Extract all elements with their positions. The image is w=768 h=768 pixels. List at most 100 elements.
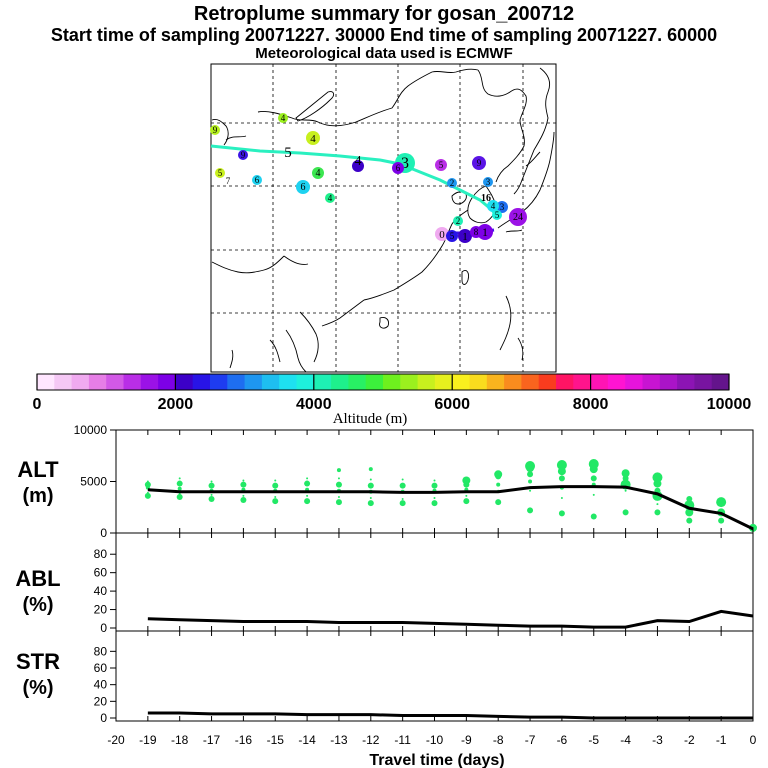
marker-dot — [278, 113, 288, 123]
alt-point — [525, 461, 536, 472]
marker: 9 — [472, 156, 486, 170]
marker: 8 — [470, 226, 482, 238]
alt-point — [528, 479, 533, 484]
alt-mean-line — [147, 485, 754, 531]
x-tick-label: -1 — [716, 733, 727, 747]
abl-tick-label: 60 — [94, 566, 108, 580]
colorbar-swatch — [504, 374, 522, 390]
marker: 5 — [492, 210, 502, 220]
alt-point — [399, 482, 406, 489]
x-tick-label: -5 — [588, 733, 599, 747]
marker: 3 — [496, 201, 508, 213]
str-frame — [115, 630, 754, 722]
alt-point — [208, 482, 215, 489]
abl-line — [147, 609, 754, 629]
marker: 5 — [215, 168, 225, 178]
x-tick-label: -11 — [394, 733, 411, 747]
marker-dot — [447, 178, 457, 188]
colorbar-swatch — [711, 374, 730, 390]
alt-point — [242, 479, 245, 482]
marker-label: 4 — [281, 113, 286, 123]
marker-dot — [492, 210, 502, 220]
marker: 4 — [352, 154, 364, 172]
x-tick-label: -16 — [235, 733, 253, 747]
marker-label: 9 — [241, 150, 246, 160]
marker: 0 — [435, 227, 449, 241]
marker-label: 2 — [450, 178, 455, 188]
x-tick-label: -17 — [203, 733, 221, 747]
marker-dot — [477, 224, 493, 240]
alt-point — [337, 477, 340, 480]
colorbar-tick-label: 8000 — [573, 396, 609, 413]
colorbar-swatch — [158, 374, 176, 390]
marker-label: 6 — [255, 175, 260, 185]
marker-dot — [487, 200, 499, 212]
abl-tick-label: 0 — [100, 621, 107, 635]
colorbar-swatch — [279, 374, 297, 390]
colorbar-swatch — [261, 374, 280, 390]
colorbar: 0 2000 4000 6000 8000 10000 Altitude (m) — [33, 373, 751, 427]
marker: 5 — [435, 159, 447, 171]
colorbar-swatch — [331, 374, 349, 390]
colorbar-swatch — [434, 374, 453, 390]
x-axis-ticks: -20 -19 -18 -17 -16 -15 -14 -13 -12 -11 -10 -9 -8 -7-… — [107, 430, 757, 747]
alt-point — [178, 492, 181, 495]
marker-label: 5 — [284, 145, 292, 161]
alt-point — [335, 499, 342, 506]
alt-point — [560, 496, 563, 499]
trajectory-markers: 9 5 4 4 5 9 6 4 6 4 4 3 5 6 9 3 16 3 4 2… — [210, 113, 527, 243]
x-tick-label: -4 — [620, 733, 631, 747]
colorbar-swatch — [486, 374, 505, 390]
alt-point — [208, 496, 215, 503]
marker-label: 1 — [462, 231, 468, 243]
marker-dot — [472, 156, 486, 170]
alt-point — [146, 491, 149, 494]
alt-point — [210, 493, 213, 496]
alt-point — [399, 500, 406, 507]
alt-point — [656, 503, 659, 506]
str-panel: STR (%) 0 20 40 60 80 — [16, 630, 754, 725]
alt-point — [367, 500, 374, 507]
colorbar-ticks: 0 2000 4000 6000 8000 10000 — [33, 374, 751, 413]
str-tick-label: 80 — [94, 644, 108, 658]
marker: 4 — [306, 131, 320, 145]
colorbar-swatch — [556, 374, 574, 390]
colorbar-swatch — [607, 374, 626, 390]
alt-point — [240, 497, 247, 504]
marker-dot — [509, 208, 527, 226]
colorbar-swatch — [71, 374, 90, 390]
met-data-note: Meteorological data used is ECMWF — [255, 45, 513, 62]
alt-point — [240, 481, 247, 488]
alt-point — [624, 489, 627, 492]
marker: 2 — [447, 178, 457, 188]
alt-point — [306, 494, 309, 497]
x-tick-label: -6 — [557, 733, 568, 747]
colorbar-swatch — [54, 374, 73, 390]
abl-unit: (%) — [22, 594, 53, 616]
colorbar-swatch — [469, 374, 488, 390]
marker: 9 — [210, 125, 220, 135]
alt-point — [178, 477, 181, 480]
alt-point — [210, 480, 213, 483]
marker-dot — [496, 201, 508, 213]
abl-frame — [115, 532, 754, 632]
abl-label: ABL — [15, 566, 60, 591]
map-panel: 9 5 4 4 5 9 6 4 6 4 4 3 5 6 9 3 16 3 4 2… — [210, 63, 557, 373]
marker-label: 3 — [500, 202, 505, 212]
marker: 1 — [477, 224, 493, 240]
marker-label: 9 — [213, 125, 218, 135]
colorbar-swatch — [573, 374, 592, 390]
alt-point — [337, 495, 340, 498]
x-axis-label: Travel time (days) — [369, 752, 504, 768]
alt-point — [529, 489, 532, 492]
alt-point — [527, 507, 534, 514]
alt-point — [272, 482, 279, 489]
marker: 4 — [325, 193, 335, 203]
marker-label: 2 — [456, 216, 461, 226]
marker-label: 24 — [513, 212, 523, 223]
abl-tick-label: 20 — [94, 603, 108, 617]
alt-point — [718, 517, 725, 524]
alt-point — [433, 479, 436, 482]
colorbar-swatch — [365, 374, 384, 390]
